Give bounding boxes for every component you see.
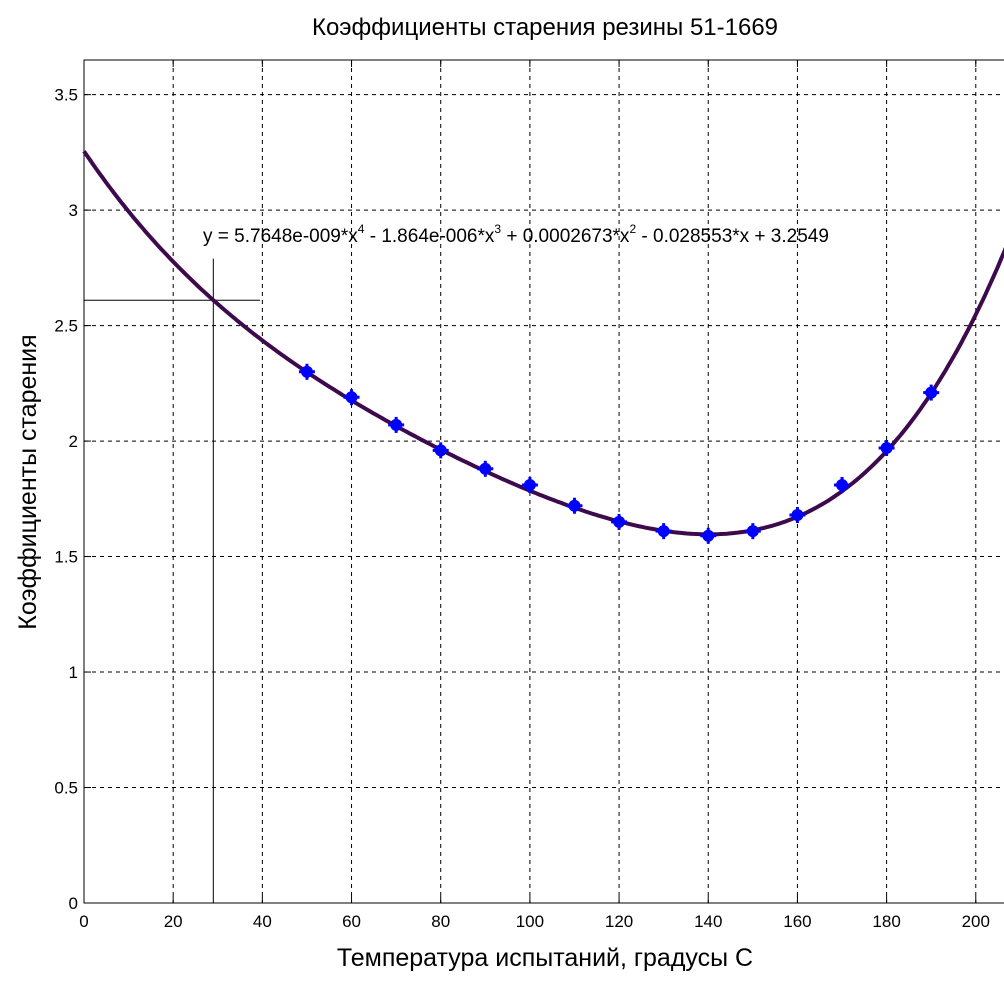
x-axis-label: Температура испытаний, градусы С <box>337 944 753 972</box>
x-tick-label: 60 <box>342 912 361 931</box>
x-tick-label: 140 <box>694 912 722 931</box>
fit-equation: y = 5.7648e-009*x4 - 1.864e-006*x3 + 0.0… <box>203 222 829 247</box>
x-tick-label: 200 <box>962 912 990 931</box>
axis-tick-labels: 0 20 40 60 80 100 120 140 160 180 200 0 0.5 1 1.5 2 2.5 3… <box>54 86 990 931</box>
data-point <box>923 384 940 401</box>
y-tick-label: 1 <box>69 663 78 682</box>
plot-area-frame <box>83 59 1004 904</box>
equation-part: y = 5.7648e-009*x <box>203 226 358 247</box>
x-tick-label: 40 <box>253 912 272 931</box>
equation-exponent: 3 <box>494 222 501 236</box>
data-point <box>388 416 405 433</box>
data-points <box>298 363 940 544</box>
x-tick-label: 180 <box>872 912 900 931</box>
chart-title: Коэффициенты старения резины 51-1669 <box>312 14 778 41</box>
data-point <box>834 476 851 493</box>
x-tick-label: 20 <box>164 912 183 931</box>
data-point <box>298 363 315 380</box>
x-tick-label: 160 <box>783 912 811 931</box>
grid-lines <box>84 60 1004 903</box>
data-point <box>343 389 360 406</box>
data-point <box>611 513 628 530</box>
data-point <box>700 527 717 544</box>
data-point <box>521 476 538 493</box>
y-tick-label: 1.5 <box>54 548 78 567</box>
y-tick-label: 0 <box>69 894 78 913</box>
equation-part: - 0.028553*x + 3.2549 <box>636 226 829 247</box>
data-point <box>432 442 449 459</box>
fit-curve <box>82 150 1004 537</box>
data-point <box>878 440 895 457</box>
y-tick-label: 0.5 <box>54 779 78 798</box>
y-tick-label: 2.5 <box>54 317 78 336</box>
data-point <box>744 523 761 540</box>
equation-part: - 1.864e-006*x <box>364 226 494 247</box>
data-point <box>566 497 583 514</box>
x-tick-label: 120 <box>605 912 633 931</box>
data-point <box>655 523 672 540</box>
reference-lines <box>84 258 261 903</box>
x-tick-label: 100 <box>516 912 544 931</box>
y-tick-label: 3.5 <box>54 86 78 105</box>
y-tick-label: 2 <box>69 432 78 451</box>
data-point <box>789 506 806 523</box>
y-axis-label: Коэффициенты старения <box>14 334 42 629</box>
data-point <box>477 460 494 477</box>
axis-ticks <box>83 60 977 904</box>
x-tick-label: 80 <box>431 912 450 931</box>
equation-exponent: 2 <box>629 222 636 236</box>
x-tick-label: 0 <box>79 912 88 931</box>
equation-exponent: 4 <box>358 222 365 236</box>
equation-part: + 0.0002673*x <box>501 226 630 247</box>
y-tick-label: 3 <box>69 201 78 220</box>
